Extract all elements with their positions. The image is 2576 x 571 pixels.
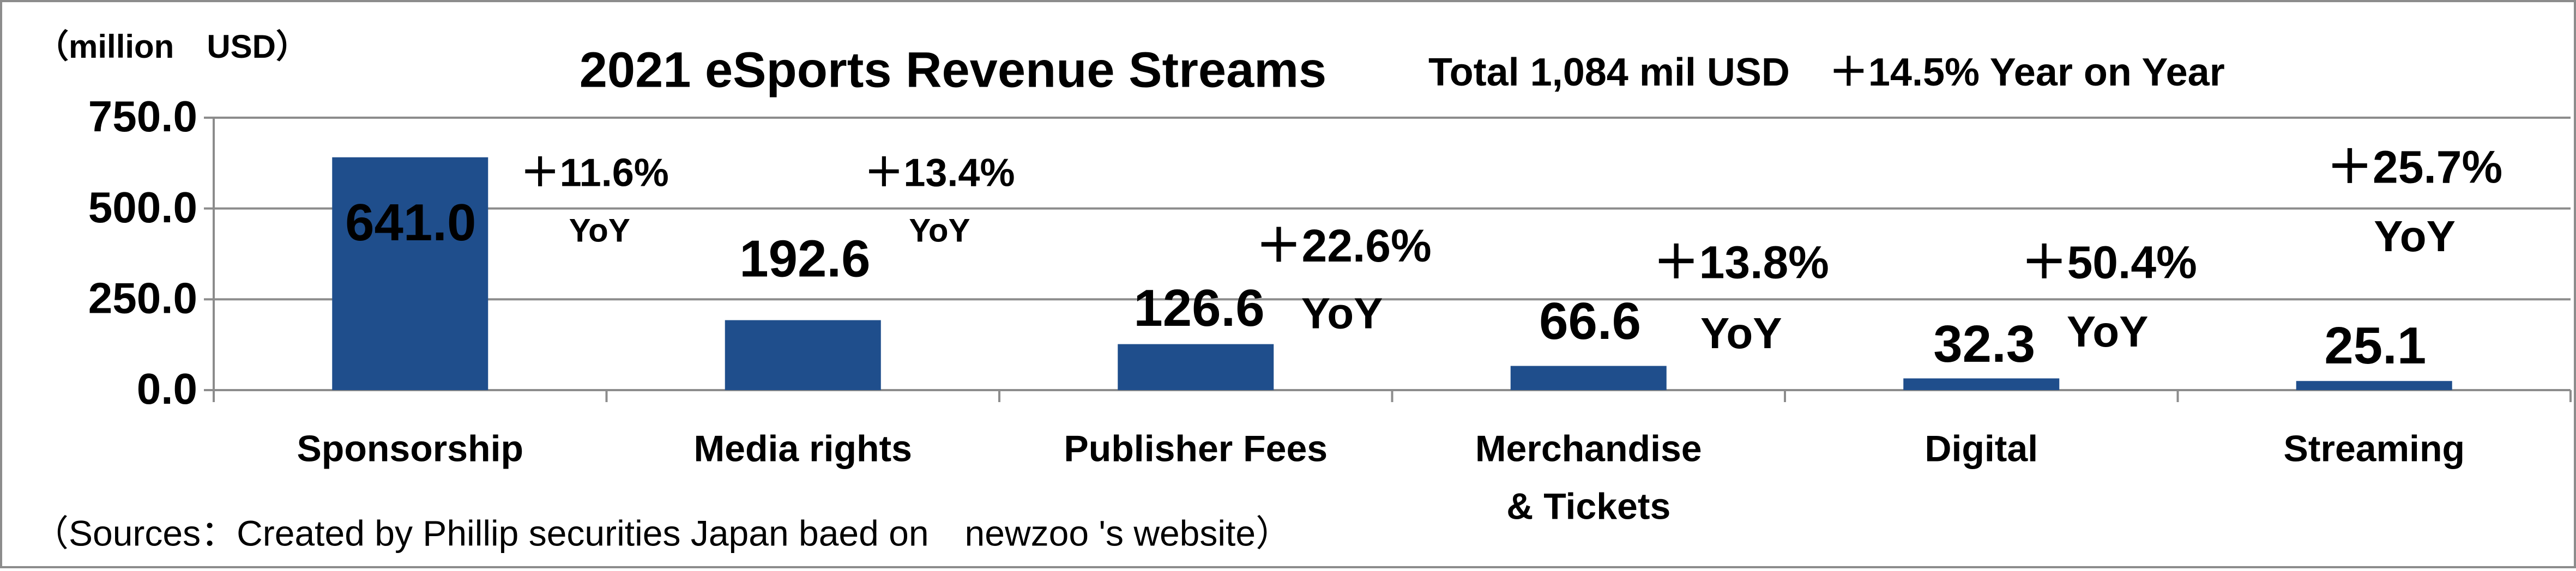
x-tick-label: Publisher Fees — [1064, 428, 1328, 470]
value-label: 126.6 — [1133, 279, 1264, 337]
yoy-change: ＋13.4% — [864, 151, 1015, 195]
y-tick-label: 0.0 — [137, 365, 197, 413]
x-tick-label-line: Streaming — [2283, 428, 2465, 470]
unit-label: （million USD） — [36, 28, 309, 65]
bar — [2296, 381, 2452, 390]
value-label: 32.3 — [1933, 315, 2035, 373]
x-tick-label-line: Publisher Fees — [1064, 428, 1328, 470]
yoy-label: YoY — [2067, 307, 2149, 356]
bar — [1510, 366, 1667, 390]
bar — [1903, 378, 2060, 390]
yoy-label: YoY — [1301, 289, 1383, 338]
x-tick-label: Digital — [1925, 428, 2038, 470]
y-tick-label: 500.0 — [88, 183, 197, 232]
source-note: （Sources：Created by Phillip securities J… — [33, 513, 1292, 553]
yoy-label: YoY — [569, 212, 630, 249]
value-label: 641.0 — [345, 193, 476, 252]
yoy-change: ＋13.8% — [1654, 236, 1829, 288]
chart-subtitle: Total 1,084 mil USD ＋14.5% Year on Year — [1428, 51, 2225, 94]
x-tick-label-line: Media rights — [694, 428, 913, 470]
x-tick-label: Streaming — [2283, 428, 2465, 470]
x-tick-label: Sponsorship — [297, 428, 523, 470]
x-tick-label-line: Merchandise — [1475, 428, 1702, 470]
bar — [725, 320, 881, 390]
bar — [332, 157, 488, 390]
value-label: 192.6 — [739, 229, 870, 288]
value-label: 66.6 — [1539, 292, 1641, 350]
yoy-label: YoY — [1700, 309, 1782, 357]
y-tick-label: 250.0 — [88, 274, 197, 322]
x-tick-label-line: Sponsorship — [297, 428, 523, 470]
yoy-change: ＋22.6% — [1256, 220, 1432, 271]
value-label: 25.1 — [2324, 317, 2426, 375]
yoy-label: YoY — [2374, 212, 2456, 260]
y-tick-label: 750.0 — [88, 92, 197, 141]
yoy-change: ＋25.7% — [2327, 142, 2502, 193]
chart-title: 2021 eSports Revenue Streams — [580, 42, 1326, 98]
yoy-change: ＋50.4% — [2022, 236, 2197, 288]
x-tick-label: Merchandise & Tickets — [1475, 428, 1702, 527]
x-tick-label: Media rights — [694, 428, 913, 470]
x-tick-label-line: & Tickets — [1506, 486, 1670, 527]
yoy-change: ＋11.6% — [521, 151, 669, 195]
yoy-label: YoY — [909, 212, 970, 249]
bar — [1118, 344, 1274, 390]
x-tick-label-line: Digital — [1925, 428, 2038, 470]
